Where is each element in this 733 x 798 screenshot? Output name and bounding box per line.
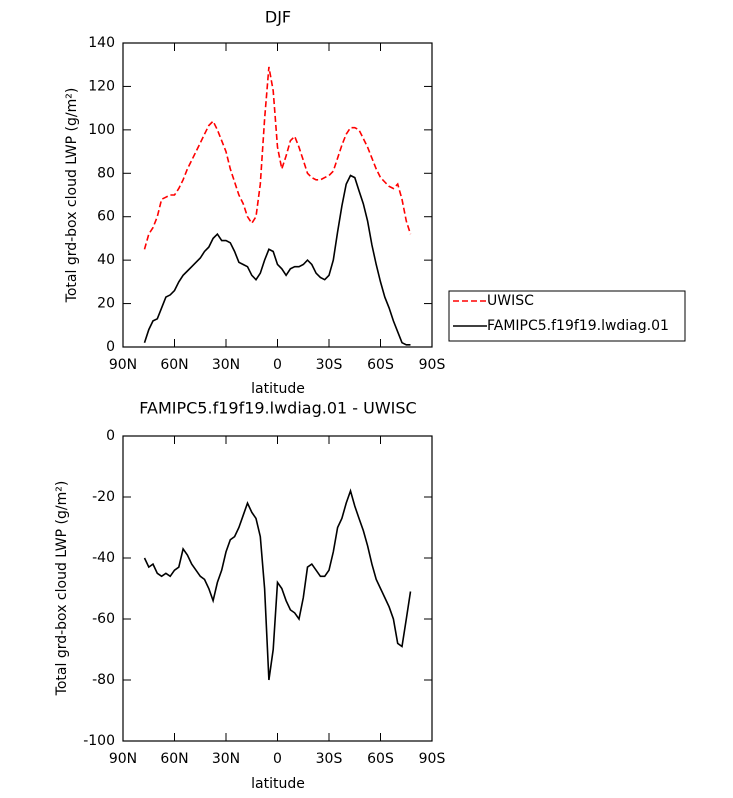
x-tick-label: 30N <box>212 751 240 767</box>
x-tick-label: 60S <box>367 357 394 373</box>
data-line <box>143 66 412 250</box>
y-tick-label: 120 <box>88 78 115 94</box>
x-tick-label: 30S <box>316 357 343 373</box>
plot-frame <box>122 42 433 348</box>
x-tick-label: 60S <box>367 751 394 767</box>
x-tick-label: 30N <box>212 357 240 373</box>
y-axis-label: Total grd-box cloud LWP (g/m²) <box>64 88 80 304</box>
legend-label: FAMIPC5.f19f19.lwdiag.01 <box>487 318 669 334</box>
x-tick-label: 30S <box>316 751 343 767</box>
x-tick-label: 0 <box>273 751 282 767</box>
x-tick-label: 60N <box>160 357 188 373</box>
x-tick-label: 60N <box>160 751 188 767</box>
legend-box <box>448 290 686 342</box>
y-tick-label: -100 <box>83 733 115 749</box>
y-tick-label: -20 <box>92 489 115 505</box>
data-line <box>143 488 412 681</box>
x-tick-label: 0 <box>273 357 282 373</box>
y-tick-label: 60 <box>97 209 115 225</box>
y-tick-label: 0 <box>106 339 115 355</box>
y-tick-label: -60 <box>92 611 115 627</box>
y-tick-label: 140 <box>88 35 115 51</box>
chart-title: FAMIPC5.f19f19.lwdiag.01 - UWISC <box>139 399 416 418</box>
x-tick-label: 90S <box>419 357 446 373</box>
data-line <box>143 174 411 346</box>
x-axis-label: latitude <box>251 381 305 397</box>
x-tick-label: 90S <box>419 751 446 767</box>
x-tick-label: 90N <box>109 357 137 373</box>
y-tick-label: 80 <box>97 165 115 181</box>
y-tick-label: -80 <box>92 672 115 688</box>
x-tick-label: 90N <box>109 751 137 767</box>
y-axis-label: Total grd-box cloud LWP (g/m²) <box>54 481 70 697</box>
legend-label: UWISC <box>487 293 534 309</box>
y-tick-label: 0 <box>106 428 115 444</box>
y-tick-label: -40 <box>92 550 115 566</box>
y-tick-label: 20 <box>97 296 115 312</box>
y-tick-label: 100 <box>88 122 115 138</box>
y-tick-label: 40 <box>97 252 115 268</box>
chart-title: DJF <box>265 8 291 27</box>
x-axis-label: latitude <box>251 776 305 792</box>
